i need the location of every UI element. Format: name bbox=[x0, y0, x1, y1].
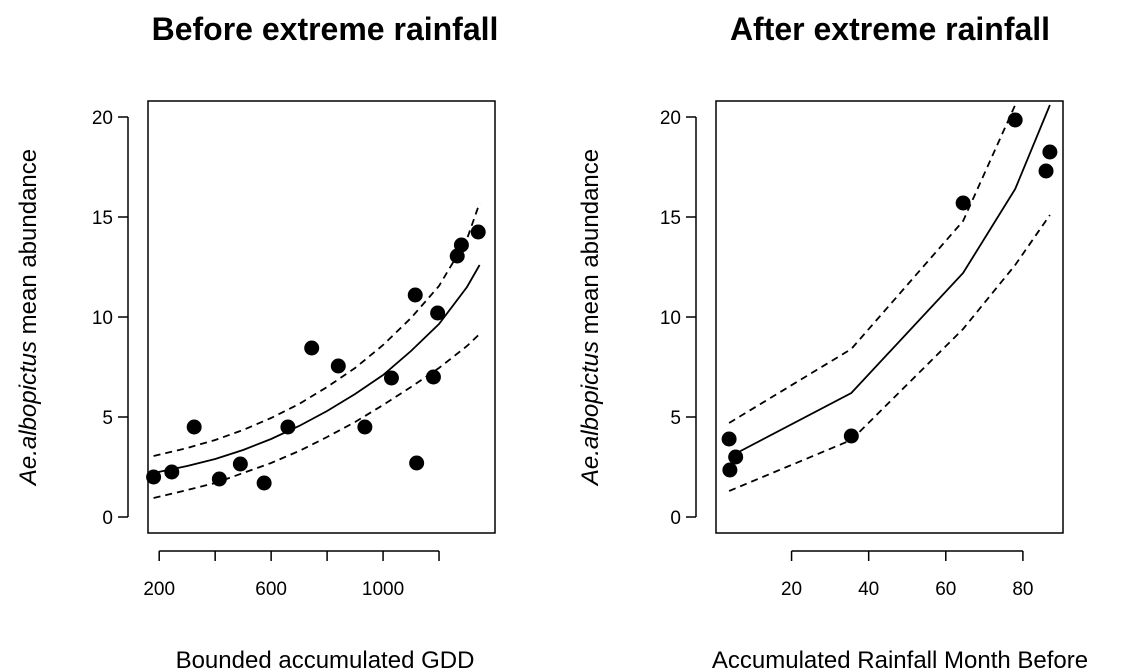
y-axis-label-species: Ae.albopictus bbox=[577, 341, 604, 487]
data-point bbox=[383, 370, 399, 386]
chart-title: After extreme rainfall bbox=[730, 11, 1050, 47]
data-point bbox=[1038, 163, 1054, 179]
data-point bbox=[211, 471, 227, 487]
data-point bbox=[232, 456, 248, 472]
x-tick-label: 600 bbox=[255, 579, 287, 600]
data-point bbox=[164, 464, 180, 480]
x-axis: 20 40 60 80 bbox=[781, 550, 1033, 600]
y-axis: 0 5 10 15 20 bbox=[92, 108, 129, 529]
chart-panel-2: After extreme rainfall 0 5 10 15 20 20 40 60 80 Ac… bbox=[577, 11, 1088, 672]
data-point bbox=[843, 428, 859, 444]
y-tick-label: 5 bbox=[102, 408, 113, 429]
fitted-line bbox=[153, 264, 481, 474]
data-points bbox=[146, 224, 486, 491]
y-axis-label: Ae.albopictus mean abundance bbox=[577, 149, 604, 487]
x-tick-label: 80 bbox=[1012, 579, 1033, 600]
plot-frame bbox=[715, 100, 1064, 534]
data-point bbox=[1042, 144, 1058, 160]
data-point bbox=[407, 287, 423, 303]
x-tick-label: 40 bbox=[858, 579, 879, 600]
data-point bbox=[728, 449, 744, 465]
data-point bbox=[304, 340, 320, 356]
y-tick-label: 15 bbox=[660, 208, 681, 229]
x-tick-label: 200 bbox=[143, 579, 175, 600]
y-tick-label: 5 bbox=[670, 408, 681, 429]
y-tick-label: 0 bbox=[102, 508, 113, 529]
data-point bbox=[186, 419, 202, 435]
data-point bbox=[330, 358, 346, 374]
y-axis-label: Ae.albopictus mean abundance bbox=[15, 149, 42, 487]
y-tick-label: 20 bbox=[660, 108, 681, 129]
y-tick-label: 15 bbox=[92, 208, 113, 229]
data-point bbox=[357, 419, 373, 435]
y-axis: 0 5 10 15 20 bbox=[660, 108, 697, 529]
y-tick-label: 10 bbox=[92, 308, 113, 329]
y-axis-label-species: Ae.albopictus bbox=[15, 341, 42, 487]
x-tick-label: 1000 bbox=[362, 579, 404, 600]
data-point bbox=[1007, 112, 1023, 128]
y-tick-label: 20 bbox=[92, 108, 113, 129]
y-axis-label-rest: mean abundance bbox=[15, 149, 42, 341]
data-point bbox=[470, 224, 486, 240]
chart-title: Before extreme rainfall bbox=[152, 11, 499, 47]
y-tick-label: 10 bbox=[660, 308, 681, 329]
x-tick-label: 60 bbox=[935, 579, 956, 600]
data-point bbox=[955, 195, 971, 211]
upper-ci-line bbox=[728, 104, 1017, 424]
data-point bbox=[256, 475, 272, 491]
x-tick-label: 20 bbox=[781, 579, 802, 600]
data-point bbox=[453, 237, 469, 253]
upper-ci-line bbox=[153, 202, 481, 457]
data-point bbox=[146, 469, 162, 485]
data-points bbox=[721, 112, 1058, 478]
data-point bbox=[721, 431, 737, 447]
lower-ci-line bbox=[728, 214, 1051, 492]
y-axis-label-rest: mean abundance bbox=[577, 149, 604, 341]
data-point bbox=[280, 419, 296, 435]
data-point bbox=[722, 462, 738, 478]
data-point bbox=[430, 305, 446, 321]
chart-panel-1: Before extreme rainfall 0 5 10 15 20 200 600 100… bbox=[15, 11, 498, 672]
x-axis-label: Bounded accumulated GDD bbox=[176, 647, 475, 672]
data-point bbox=[409, 455, 425, 471]
fitted-line bbox=[728, 104, 1051, 458]
y-tick-label: 0 bbox=[670, 508, 681, 529]
plot-frame bbox=[147, 100, 496, 534]
data-point bbox=[425, 369, 441, 385]
x-axis-label: Accumulated Rainfall Month Before bbox=[712, 647, 1088, 672]
x-axis: 200 600 1000 bbox=[143, 550, 440, 600]
